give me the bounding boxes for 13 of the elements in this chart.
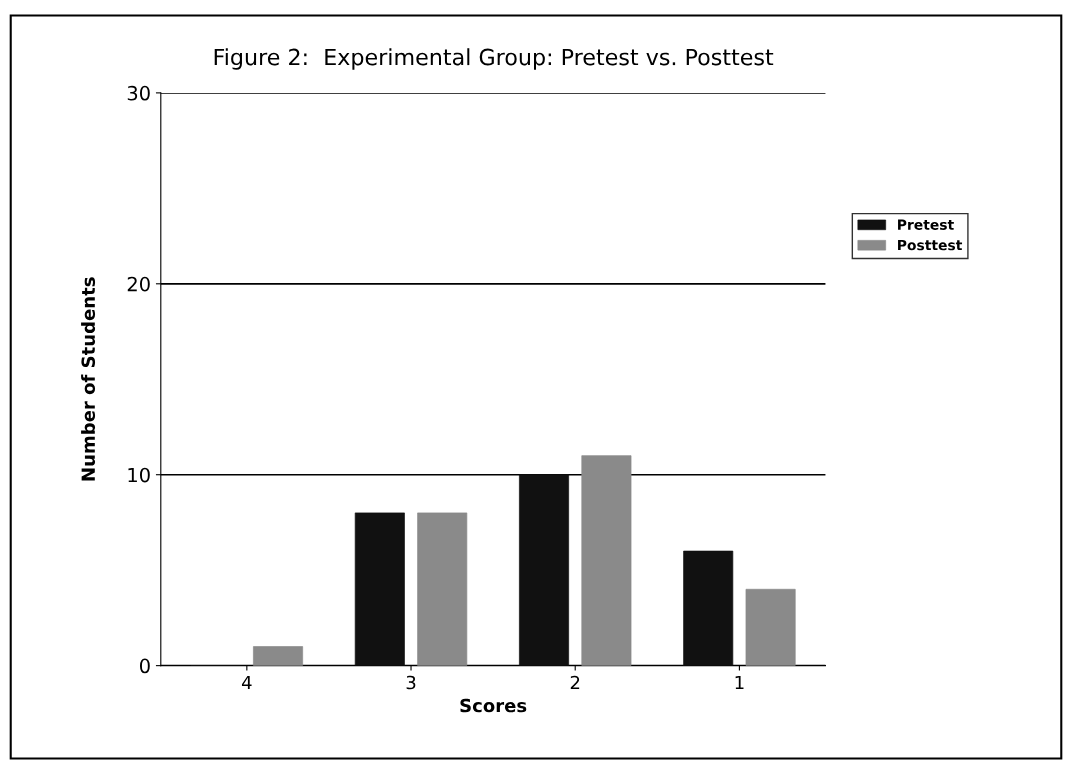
x-tick-label: 3 [406,675,416,690]
x-tick-label: 2 [570,675,580,690]
x-tick-label: 4 [241,675,252,690]
y-tick-label: 30 [127,85,150,101]
y-tick-label: 0 [139,658,150,674]
y-tick-label: 20 [127,276,150,292]
legend-label: Posttest [898,239,963,251]
legend-label: Pretest [898,219,954,230]
x-axis-title: Scores [460,698,527,713]
chart-title: Figure 2: Experimental Group: Pretest vs. Posttest [214,48,774,70]
y-tick-label: 10 [128,467,150,483]
x-tick-label: 1 [735,675,744,690]
y-axis-title: Number of Students [81,277,96,481]
